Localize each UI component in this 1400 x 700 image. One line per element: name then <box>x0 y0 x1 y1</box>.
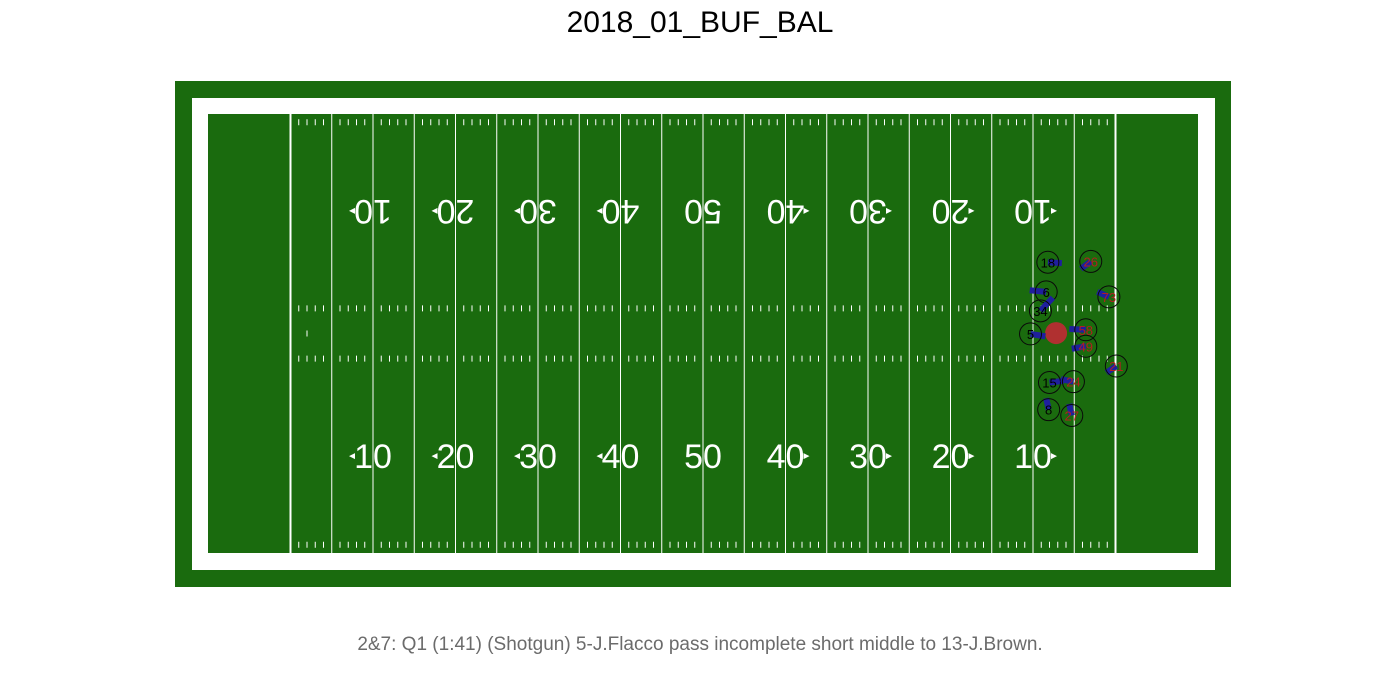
football-marker <box>1045 322 1068 345</box>
direction-arrow <box>1051 207 1057 214</box>
yard-number: 50 <box>684 438 722 476</box>
player-circle <box>1060 403 1084 427</box>
player-circle <box>1079 249 1103 273</box>
player-velocity-arrow <box>1069 325 1086 333</box>
yard-number: 10 <box>1014 438 1052 476</box>
direction-arrow <box>349 453 355 460</box>
player-velocity-arrow <box>1030 330 1046 340</box>
player-velocity-arrow <box>1071 343 1087 352</box>
direction-arrow <box>431 207 438 214</box>
yard-number: 20 <box>932 192 970 230</box>
player-circle <box>1037 398 1061 422</box>
yard-numbers: 10 10 20 20 30 30 40 40 50 50 40 40 30 30 20 20 10 10 <box>349 192 1057 476</box>
player-velocity-arrow <box>1043 397 1052 411</box>
direction-arrow <box>349 207 355 214</box>
player-velocity-arrow <box>1038 295 1055 313</box>
yard-number: 50 <box>684 192 722 230</box>
player-velocity-arrow <box>1079 259 1093 272</box>
player-number: 34 <box>1033 304 1047 319</box>
player-circle <box>1036 250 1060 274</box>
yard-number: 40 <box>602 192 640 230</box>
player-circle <box>1019 322 1043 346</box>
field-lines <box>289 114 1117 553</box>
direction-arrow <box>803 207 810 214</box>
player-circle <box>1074 318 1098 342</box>
yard-number: 30 <box>849 192 887 230</box>
direction-arrow <box>431 453 438 460</box>
player-number: 6 <box>1043 285 1050 300</box>
player-circle <box>1074 334 1098 358</box>
player-circle <box>1061 370 1085 394</box>
player-velocity-arrow <box>1047 259 1063 267</box>
direction-arrow <box>596 207 603 214</box>
direction-arrow <box>968 453 975 460</box>
yard-number: 20 <box>437 192 475 230</box>
player-number: 27 <box>1065 408 1079 423</box>
player-circle <box>1097 285 1121 309</box>
yard-number: 10 <box>1014 192 1052 230</box>
direction-arrow <box>968 207 975 214</box>
player-number: 24 <box>1066 375 1080 390</box>
player-number: 18 <box>1041 255 1055 270</box>
player-number: 8 <box>1045 403 1052 418</box>
player-number: 58 <box>1079 323 1093 338</box>
direction-arrow <box>1051 453 1057 460</box>
player-number: 5 <box>1027 327 1034 342</box>
player-circle <box>1038 371 1061 395</box>
player-velocity-arrow <box>1029 287 1047 295</box>
player-number: 26 <box>1084 254 1098 269</box>
chart-title: 2018_01_BUF_BAL <box>566 6 834 39</box>
player-velocity-arrow <box>1096 289 1111 300</box>
yard-number: 30 <box>519 192 557 230</box>
yard-number: 40 <box>767 192 805 230</box>
yard-number: 40 <box>767 438 805 476</box>
direction-arrow <box>514 207 520 214</box>
player-number: 73 <box>1102 290 1116 305</box>
player-number: 21 <box>1109 359 1123 374</box>
direction-arrow <box>803 453 810 460</box>
player-number: 49 <box>1079 339 1093 354</box>
yard-number: 20 <box>437 438 475 476</box>
yard-number: 30 <box>519 438 557 476</box>
player-velocity-arrow <box>1066 403 1075 417</box>
player-circle <box>1104 354 1128 378</box>
yard-number: 40 <box>602 438 640 476</box>
direction-arrow <box>886 453 892 460</box>
player-velocity-arrow <box>1104 363 1118 376</box>
yard-number: 20 <box>932 438 970 476</box>
yard-number: 30 <box>849 438 887 476</box>
player-circle <box>1028 299 1052 323</box>
player-velocity-arrow <box>1060 376 1075 385</box>
player-number: 15 <box>1042 376 1056 391</box>
yard-number: 10 <box>354 192 392 230</box>
yard-number: 10 <box>354 438 392 476</box>
play-description: 2&7: Q1 (1:41) (Shotgun) 5-J.Flacco pass… <box>357 634 1043 655</box>
direction-arrow <box>596 453 603 460</box>
direction-arrow <box>514 453 520 460</box>
direction-arrow <box>886 207 892 214</box>
